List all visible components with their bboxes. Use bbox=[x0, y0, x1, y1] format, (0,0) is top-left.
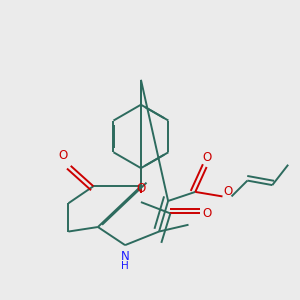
Text: O: O bbox=[224, 184, 233, 198]
Text: H: H bbox=[121, 261, 129, 271]
Text: O: O bbox=[58, 149, 67, 163]
Text: O: O bbox=[202, 207, 211, 220]
Text: O: O bbox=[202, 151, 211, 164]
Text: O: O bbox=[136, 182, 146, 195]
Text: N: N bbox=[121, 250, 130, 263]
